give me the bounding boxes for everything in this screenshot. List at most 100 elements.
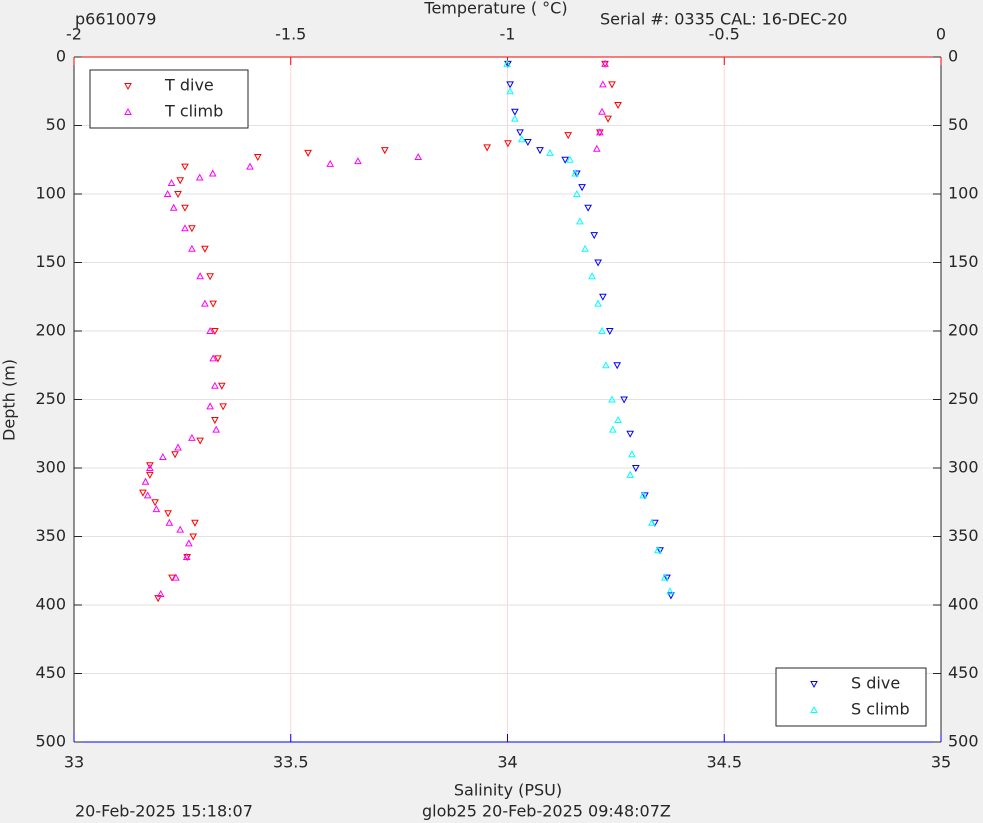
data-point (206, 273, 214, 281)
data-point (648, 518, 656, 526)
data-point (608, 81, 616, 89)
data-point (304, 149, 312, 157)
data-point (151, 499, 159, 507)
x2-tick-label: -2 (66, 25, 82, 44)
data-point (196, 272, 204, 280)
footer-left: 20-Feb-2025 15:18:07 (75, 802, 253, 821)
data-point (573, 189, 581, 197)
y2-tick-label: 350 (948, 526, 979, 545)
x-tick-label: 34 (497, 753, 517, 772)
data-point (139, 489, 147, 497)
data-point (188, 244, 196, 252)
data-point (592, 144, 601, 152)
data-point (626, 430, 635, 438)
data-point (504, 140, 512, 148)
data-point (146, 462, 154, 470)
data-point (163, 189, 172, 197)
x2-tick-label: -1 (500, 25, 516, 44)
x2-tick-label: -1.5 (275, 25, 306, 44)
data-point (174, 443, 182, 451)
data-point (181, 163, 189, 171)
data-point (169, 203, 178, 211)
y-tick-label: 150 (35, 252, 66, 271)
data-point (571, 169, 579, 177)
data-point (214, 355, 222, 363)
data-point (211, 381, 219, 389)
data-point (631, 465, 640, 473)
data-point (639, 491, 648, 499)
data-point (604, 115, 612, 123)
y2-tick-label: 300 (948, 458, 979, 477)
data-point (201, 245, 209, 253)
legend-label: S dive (851, 674, 900, 693)
data-point (656, 547, 664, 555)
data-point (599, 293, 607, 301)
data-point (253, 154, 262, 162)
data-point (517, 135, 526, 143)
y2-tick-label: 100 (948, 184, 979, 203)
data-point (167, 178, 176, 187)
data-point (326, 159, 335, 167)
data-point (601, 59, 609, 67)
y-axis-label: Depth (m) (0, 359, 19, 441)
data-point (159, 452, 167, 461)
data-point (196, 437, 204, 445)
data-point (666, 587, 674, 595)
y2-tick-label: 150 (948, 252, 979, 271)
y-tick-label: 200 (35, 321, 66, 340)
data-point (181, 204, 189, 212)
y-tick-label: 250 (35, 389, 66, 408)
data-point (206, 326, 214, 334)
data-point (613, 362, 622, 370)
data-point (667, 592, 675, 600)
data-point (511, 114, 519, 122)
y-tick-label: 300 (35, 458, 66, 477)
data-point (165, 518, 174, 526)
data-point (594, 259, 602, 267)
data-point (614, 416, 622, 424)
x-tick-label: 33.5 (273, 753, 309, 772)
data-point (483, 144, 491, 152)
data-point (189, 533, 198, 541)
data-point (628, 450, 636, 458)
data-point (620, 396, 628, 404)
data-point (599, 80, 607, 88)
data-point (171, 451, 179, 459)
x2-axis-label: Temperature ( °C) (423, 0, 567, 18)
y-tick-label: 450 (35, 663, 66, 682)
data-point (164, 510, 172, 518)
data-point (209, 300, 217, 308)
data-point (504, 60, 512, 68)
data-point (546, 148, 554, 156)
data-point (211, 417, 219, 425)
data-point (584, 204, 592, 212)
y-tick-label: 100 (35, 184, 66, 203)
data-point (595, 128, 604, 136)
footer-right: glob25 20-Feb-2025 09:48:07Z (422, 802, 671, 821)
header-right: Serial #: 0335 CAL: 16-DEC-20 (600, 10, 847, 29)
data-point (566, 155, 574, 163)
legend-marker (810, 705, 818, 713)
data-point (188, 433, 196, 441)
data-point (576, 217, 584, 225)
legend-box (89, 69, 249, 129)
y-tick-label: 350 (35, 526, 66, 545)
data-point (578, 184, 586, 192)
data-point (188, 225, 196, 233)
y2-tick-label: 450 (948, 663, 979, 682)
legend-marker (810, 681, 818, 689)
data-point (581, 244, 589, 252)
data-point (536, 147, 544, 155)
legend-marker (124, 83, 132, 91)
data-point (185, 539, 193, 547)
data-point (661, 573, 669, 581)
data-point (146, 463, 154, 471)
y-tick-label: 0 (56, 47, 66, 66)
y2-tick-label: 200 (948, 321, 979, 340)
data-point (598, 107, 606, 115)
data-point (174, 191, 182, 199)
data-point (217, 382, 226, 390)
legend-marker (124, 107, 132, 115)
y-tick-label: 50 (46, 115, 66, 134)
